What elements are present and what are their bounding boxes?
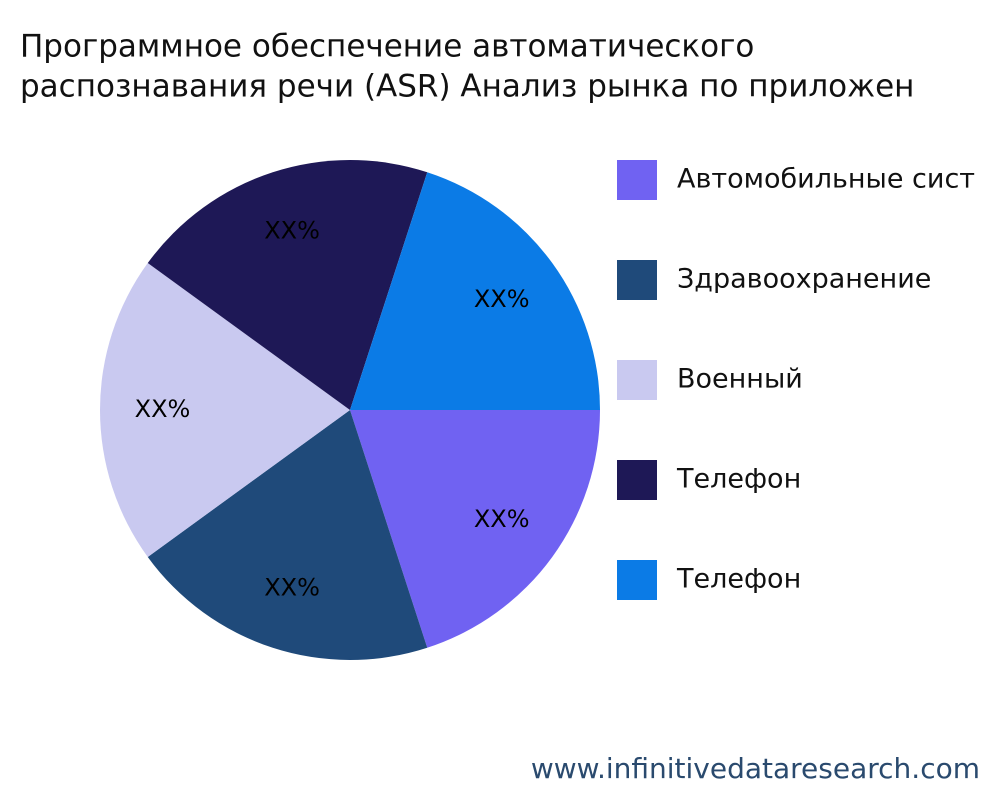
legend-label: Военный	[677, 364, 803, 395]
legend-label: Телефон	[676, 564, 801, 595]
data-label: XX%	[474, 505, 530, 533]
chart-title: распознавания речи (ASR) Анализ рынка по…	[20, 69, 914, 105]
legend-swatch	[617, 460, 657, 500]
pie-slice	[100, 263, 350, 557]
data-label: XX%	[264, 573, 320, 601]
pie-slice	[350, 410, 600, 648]
legend-label: Здравоохранение	[677, 264, 931, 295]
pie-slice	[147, 160, 428, 410]
legend-label: Автомобильные сист	[677, 164, 975, 195]
legend-swatch	[617, 560, 657, 600]
data-label: XX%	[135, 395, 191, 423]
legend-swatch	[617, 260, 657, 300]
legend-label: Телефон	[676, 464, 801, 495]
chart-title: Программное обеспечение автоматического	[20, 29, 754, 65]
legend-swatch	[617, 160, 657, 200]
pie-slice	[147, 410, 428, 660]
source: www.infinitivedataresearch.com	[531, 752, 980, 785]
data-label: XX%	[474, 285, 530, 313]
legend-swatch	[617, 360, 657, 400]
pie-slice	[350, 172, 600, 410]
data-label: XX%	[264, 217, 320, 245]
